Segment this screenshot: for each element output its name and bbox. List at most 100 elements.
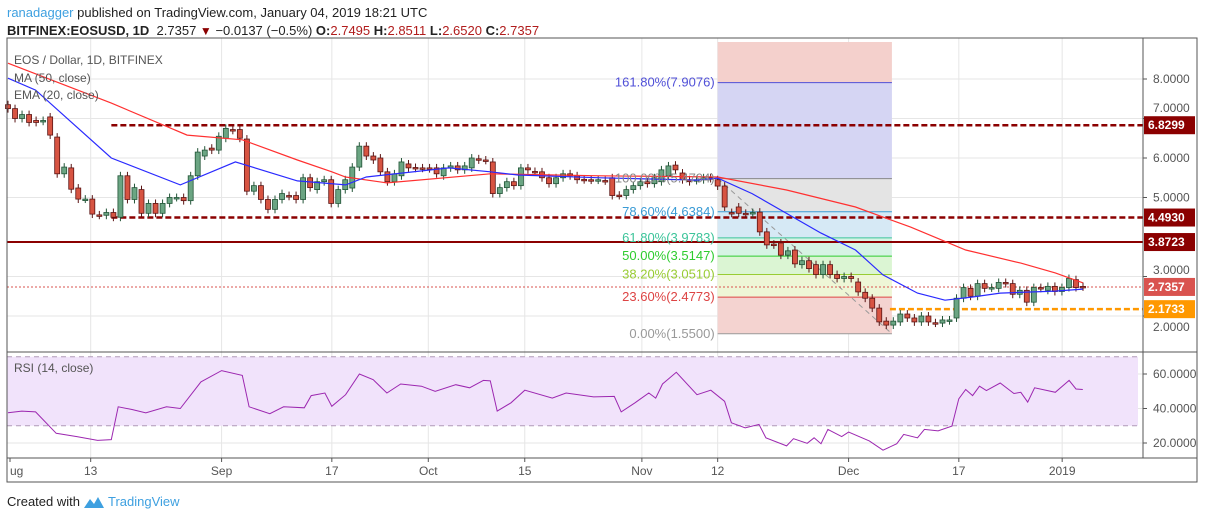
fib-zone: [717, 82, 892, 179]
candle-down: [433, 167, 440, 175]
candle-up: [272, 199, 278, 210]
candle-up: [187, 175, 194, 202]
candle-up: [503, 181, 510, 189]
candle-down: [883, 320, 890, 326]
candle-up: [194, 151, 201, 177]
time-tick-label: 17: [952, 464, 966, 478]
horizontal-levels[interactable]: [7, 123, 1143, 311]
candle-down: [258, 185, 264, 200]
price-tag: [1144, 208, 1195, 227]
candle-down: [806, 260, 812, 270]
candle-down: [1023, 289, 1030, 303]
candle-down: [546, 177, 552, 185]
candle-down: [489, 161, 496, 194]
price-tag: [1144, 277, 1195, 296]
fib-level-label: 161.80%(7.9076): [615, 75, 715, 90]
fib-level-label: 100.00%(5.4794): [615, 171, 715, 186]
candle-up: [960, 287, 967, 299]
fib-level-label: 38.20%(3.0510): [622, 266, 715, 281]
candle-up: [749, 212, 756, 215]
time-tick-label: Sep: [211, 464, 233, 478]
candle-down: [124, 175, 131, 200]
legend-ema: EMA (20, close): [14, 88, 99, 102]
candle-down: [1037, 287, 1044, 290]
candle-down: [286, 195, 292, 198]
candle-down: [967, 287, 974, 297]
candle-up: [637, 181, 644, 187]
candle-up: [595, 179, 602, 182]
fib-level-label: 50.00%(3.5147): [622, 248, 715, 263]
candle-up: [496, 187, 503, 194]
axes: 8.0000 7.0000 6.0000 5.0000 3.0000 2.0000 60.0…: [6, 37, 1198, 483]
candle-down: [581, 178, 588, 182]
candle-down: [616, 194, 623, 198]
candle-down: [384, 171, 391, 183]
candle-down: [89, 198, 96, 215]
candle-up: [665, 165, 672, 177]
price-tick-label: 5.0000: [1153, 191, 1190, 205]
candle-up: [300, 177, 306, 200]
candle-up: [19, 114, 25, 119]
moving-averages: [7, 62, 1084, 301]
low-value: 2.6520: [442, 23, 482, 38]
candle-up: [651, 177, 658, 185]
rsi-tick-label: 60.0000: [1153, 367, 1197, 381]
fib-level-label: 61.80%(3.9783): [622, 230, 715, 245]
candle-down: [742, 212, 749, 216]
fib-zone: [717, 178, 892, 212]
time-tick-label: 13: [84, 464, 98, 478]
candle-up: [166, 197, 173, 204]
candle-up: [946, 319, 953, 322]
candle-down: [588, 179, 595, 182]
author-link[interactable]: ranadagger: [7, 5, 74, 20]
time-tick-label: 12: [711, 464, 725, 478]
candle-up: [82, 198, 89, 201]
candle-up: [61, 166, 68, 175]
candle-down: [54, 136, 61, 175]
candle-down: [672, 164, 679, 171]
candle-up: [117, 175, 124, 218]
open-label: O:: [315, 23, 331, 38]
time-tick-label: 17: [325, 464, 339, 478]
candle-down: [1002, 282, 1009, 285]
candle-down: [792, 249, 798, 265]
candle-down: [229, 129, 236, 132]
ma-50-line: [7, 62, 1084, 284]
candle-down: [510, 181, 517, 187]
fib-zone: [717, 274, 892, 298]
price-tag: [1144, 300, 1195, 319]
time-tick-label: Dec: [838, 464, 859, 478]
fibonacci-retracement[interactable]: [717, 42, 893, 335]
fib-zone: [717, 256, 892, 275]
legend-ma: MA (50, close): [14, 71, 91, 85]
candle-up: [820, 264, 826, 275]
fib-labels: 161.80%(7.9076) 100.00%(5.4794) 78.60%(4.6…: [615, 75, 715, 341]
candle-down: [426, 167, 433, 170]
candle-down: [756, 211, 763, 233]
price-tick-label: 6.0000: [1153, 151, 1190, 165]
close-value: 2.7357: [499, 23, 540, 38]
tradingview-link[interactable]: TradingView: [107, 494, 180, 509]
candle-down: [265, 199, 271, 210]
fib-level-label: 78.60%(4.6384): [622, 204, 715, 219]
price-tag-label: 2.7357: [1148, 280, 1185, 294]
candle-up: [40, 120, 47, 123]
low-label: L:: [429, 23, 443, 38]
candle-down: [475, 158, 482, 161]
candle-down: [180, 197, 187, 202]
footer: Created with TradingView: [7, 494, 180, 509]
candle-down: [5, 104, 11, 110]
candle-down: [68, 167, 75, 190]
candle-down: [834, 274, 840, 279]
symbol-info: BITFINEX:EOSUSD, 1D 2.7357 ▼ −0.0137 (−0…: [7, 23, 539, 38]
candle-down: [876, 307, 883, 323]
candle-down: [12, 108, 18, 119]
time-tick-label: ug: [10, 464, 23, 478]
time-tick-label: 15: [518, 464, 532, 478]
candle-down: [904, 313, 911, 319]
candle-up: [623, 189, 630, 196]
fib-zone: [717, 237, 892, 257]
candle-up: [1044, 285, 1051, 291]
time-tick-label: 2019: [1049, 464, 1076, 478]
